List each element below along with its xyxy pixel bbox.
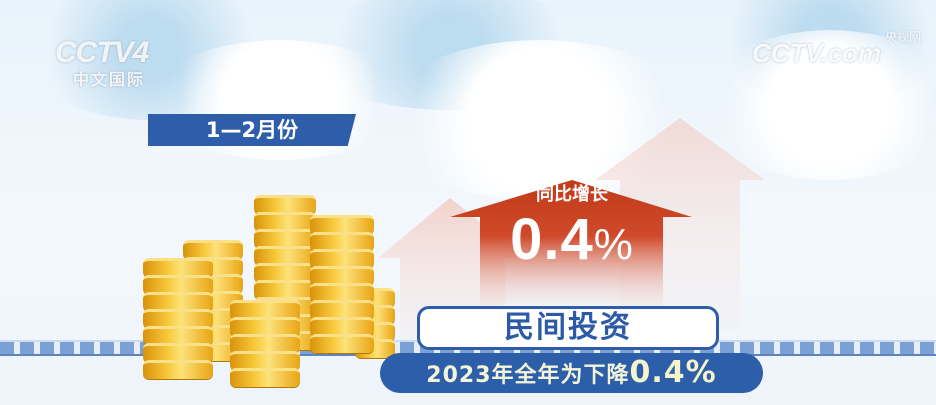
coin — [230, 351, 300, 370]
coin — [143, 360, 213, 379]
period-label: 1—2月份 — [148, 114, 356, 146]
arrow-value-number: 0.4 — [510, 207, 594, 272]
coin — [230, 334, 300, 353]
coin — [310, 317, 374, 336]
coin — [310, 249, 374, 268]
coin — [143, 275, 213, 294]
coin — [143, 292, 213, 311]
coin — [254, 263, 316, 282]
coin — [230, 300, 300, 319]
logo-channel: CCTV4 — [55, 36, 149, 69]
coin — [254, 212, 316, 231]
arrow-value-unit: % — [593, 220, 634, 269]
arrow-label: 同比增长 — [536, 184, 608, 205]
red-arrow — [450, 180, 692, 305]
coin — [143, 326, 213, 345]
watermark-text: CCTV.com — [752, 38, 882, 68]
coin — [143, 343, 213, 362]
coin — [143, 258, 213, 277]
cctv-watermark: CCTV.com 央视网 — [752, 30, 921, 68]
coin — [310, 215, 374, 234]
subtitle-prefix: 2023年全年为下降 — [426, 363, 630, 388]
title-box: 民间投资 — [417, 306, 719, 350]
watermark-sub: 央视网 — [885, 30, 922, 44]
coin — [310, 266, 374, 285]
coin — [254, 229, 316, 248]
coin — [310, 300, 374, 319]
subtitle-value: 0.4% — [629, 355, 717, 390]
coin — [254, 280, 316, 299]
coin — [143, 309, 213, 328]
coin — [254, 195, 316, 214]
arrow-value: 0.4% — [472, 210, 672, 270]
coin — [230, 317, 300, 336]
coin — [254, 246, 316, 265]
coin — [183, 240, 243, 259]
coin — [310, 334, 374, 353]
cloud — [700, 30, 936, 180]
logo-subtitle: 中文国际 — [73, 70, 146, 89]
cctv4-logo: CCTV4 中文国际 — [55, 36, 149, 90]
coin — [230, 368, 300, 387]
coin — [310, 232, 374, 251]
coin — [310, 283, 374, 302]
subtitle-pill: 2023年全年为下降0.4% — [380, 353, 763, 393]
